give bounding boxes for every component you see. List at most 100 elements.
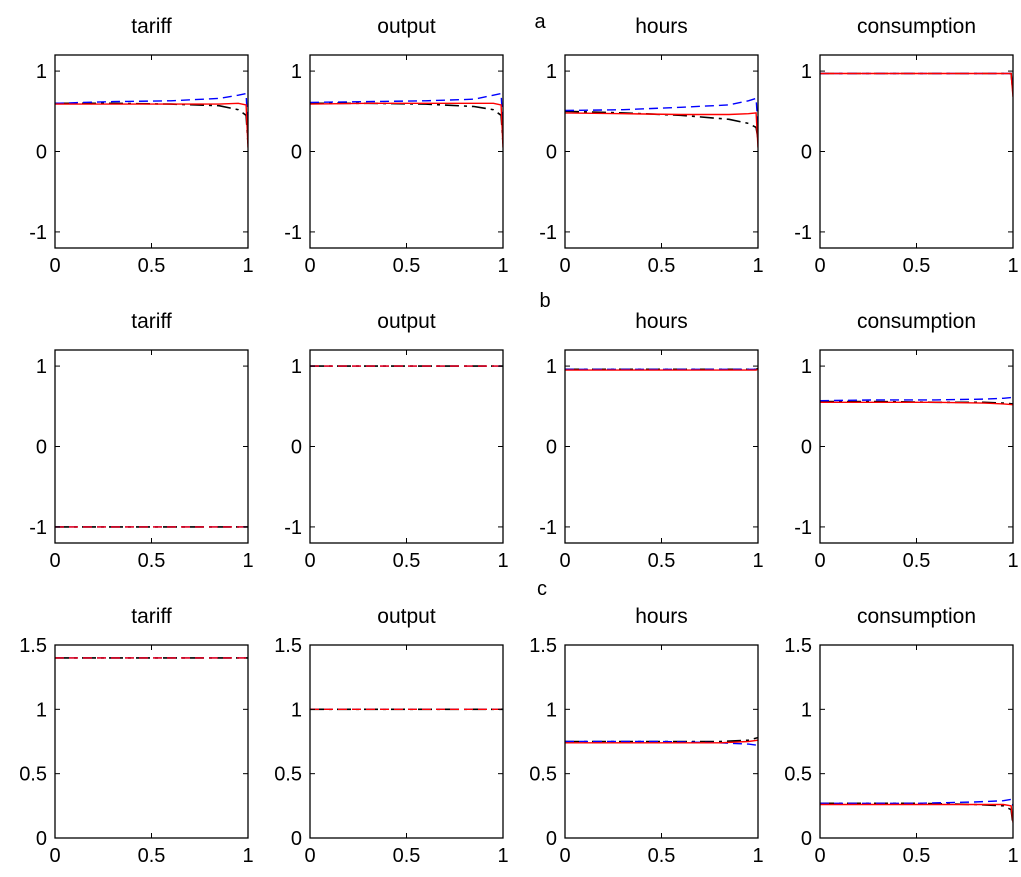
x-tick-label: 1 <box>1007 845 1018 867</box>
y-tick-label: 0.5 <box>529 764 557 786</box>
y-tick-label: 1 <box>36 356 47 378</box>
row-label-b: b <box>539 290 550 312</box>
series-line-red <box>55 102 248 148</box>
series-line-blue <box>565 97 758 128</box>
y-tick-label: 0 <box>291 142 302 164</box>
series-group <box>820 396 1013 406</box>
y-tick-label: 1 <box>801 61 812 83</box>
x-tick-label: 1 <box>1007 550 1018 572</box>
series-line-blue <box>820 396 1013 402</box>
y-tick-label: 0 <box>291 828 302 850</box>
y-tick-label: -1 <box>29 222 47 244</box>
x-tick-label: 0 <box>814 255 825 277</box>
series-group <box>565 736 758 747</box>
x-tick-label: 0.5 <box>138 255 166 277</box>
panel-title: consumption <box>857 310 976 333</box>
x-tick-label: 0 <box>304 255 315 277</box>
y-tick-label: 0 <box>546 828 557 850</box>
panel-title: output <box>377 605 436 628</box>
x-tick-label: 0.5 <box>393 845 421 867</box>
x-tick-label: 0.5 <box>393 550 421 572</box>
panel-title: output <box>377 15 436 38</box>
series-group <box>820 72 1013 97</box>
x-tick-label: 1 <box>242 845 253 867</box>
y-tick-label: 0 <box>36 437 47 459</box>
series-line-blue <box>565 367 758 370</box>
series-group <box>565 367 758 371</box>
panel-c-hours: hours 0 0.5 1 1.5 1 0.5 0 <box>529 605 763 867</box>
x-tick-label: 0.5 <box>138 550 166 572</box>
x-tick-label: 0.5 <box>648 255 676 277</box>
series-line-red <box>310 102 503 148</box>
x-tick-label: 1 <box>497 550 508 572</box>
x-tick-label: 1 <box>242 255 253 277</box>
y-tick-label: -1 <box>539 222 557 244</box>
series-group <box>820 798 1013 826</box>
x-tick-label: 0 <box>49 845 60 867</box>
y-tick-label: 0 <box>546 437 557 459</box>
panel-title: hours <box>635 310 688 333</box>
panel-title: hours <box>635 15 688 38</box>
x-tick-label: 1 <box>1007 255 1018 277</box>
series-line-red <box>820 401 1013 406</box>
panel-c-tariff: tariff 0 0.5 1 1.5 1 0.5 0 <box>19 605 253 867</box>
y-tick-label: 0 <box>801 828 812 850</box>
y-tick-label: -1 <box>284 517 302 539</box>
y-tick-label: 0 <box>291 437 302 459</box>
panel-c-consumption: consumption 0 0.5 1 1.5 1 0.5 0 <box>784 605 1018 867</box>
x-tick-label: 1 <box>752 550 763 572</box>
y-tick-label: 0.5 <box>19 764 47 786</box>
x-tick-label: 0.5 <box>903 255 931 277</box>
x-tick-label: 1 <box>497 845 508 867</box>
series-group <box>310 92 503 148</box>
y-tick-label: 1 <box>546 61 557 83</box>
y-tick-label: 0 <box>801 437 812 459</box>
panel-title: consumption <box>857 605 976 628</box>
series-line-black <box>565 110 758 140</box>
y-tick-label: -1 <box>794 517 812 539</box>
y-tick-label: 0 <box>801 142 812 164</box>
x-tick-label: 0.5 <box>138 845 166 867</box>
x-tick-label: 0 <box>304 550 315 572</box>
y-tick-label: -1 <box>29 517 47 539</box>
x-tick-label: 0.5 <box>648 845 676 867</box>
panel-title: tariff <box>131 605 172 628</box>
y-tick-label: 1 <box>546 699 557 721</box>
y-tick-label: 1 <box>291 61 302 83</box>
y-tick-label: 0.5 <box>274 764 302 786</box>
y-tick-label: 0 <box>546 142 557 164</box>
series-line-blue <box>55 92 248 132</box>
x-tick-label: 0 <box>49 550 60 572</box>
y-tick-label: 1.5 <box>529 635 557 657</box>
y-tick-label: 0 <box>36 828 47 850</box>
y-tick-label: 0 <box>36 142 47 164</box>
x-tick-label: 0.5 <box>903 550 931 572</box>
x-tick-label: 0 <box>304 845 315 867</box>
panel-title: hours <box>635 605 688 628</box>
series-line-red <box>820 803 1013 823</box>
series-group <box>565 97 758 148</box>
x-tick-label: 1 <box>752 255 763 277</box>
panel-title: tariff <box>131 15 172 38</box>
x-tick-label: 0.5 <box>648 550 676 572</box>
x-tick-label: 0 <box>814 845 825 867</box>
y-tick-label: 1 <box>801 699 812 721</box>
panel-title: output <box>377 310 436 333</box>
x-tick-label: 0 <box>559 255 570 277</box>
series-line-blue <box>310 92 503 128</box>
y-tick-label: 1.5 <box>19 635 47 657</box>
x-tick-label: 0 <box>559 550 570 572</box>
x-tick-label: 0.5 <box>393 255 421 277</box>
y-tick-label: 1 <box>546 356 557 378</box>
panel-title: tariff <box>131 310 172 333</box>
y-tick-label: -1 <box>539 517 557 539</box>
panel-c-output: output 0 0.5 1 1.5 1 0.5 0 <box>274 605 508 867</box>
x-tick-label: 0 <box>559 845 570 867</box>
series-line-red <box>565 739 758 744</box>
